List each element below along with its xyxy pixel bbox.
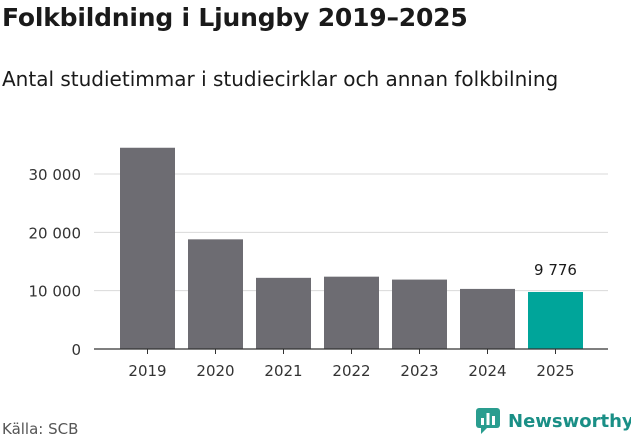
y-tick-label: 0	[71, 341, 81, 359]
bar-2025	[528, 291, 583, 349]
bar-2020	[188, 239, 243, 349]
y-tick-label: 20 000	[29, 224, 82, 242]
x-tick-label: 2021	[264, 362, 302, 380]
y-tick-label: 10 000	[29, 283, 82, 301]
bar-2024	[460, 288, 515, 349]
x-tick-label: 2025	[536, 362, 574, 380]
chart-subtitle: Antal studietimmar i studiecirklar och a…	[2, 67, 559, 91]
x-tick-label: 2020	[196, 362, 234, 380]
brand-name: Newsworthy	[508, 410, 631, 432]
source-note: Källa: SCB	[2, 420, 79, 438]
bar-chart-speech-icon	[476, 408, 500, 434]
y-tick-label: 30 000	[29, 166, 82, 184]
bar-2019	[120, 147, 175, 349]
bar-2023	[392, 279, 447, 349]
data-label: 9 776	[534, 261, 577, 279]
x-tick-label: 2019	[128, 362, 166, 380]
bar-2021	[256, 277, 311, 349]
x-tick-label: 2022	[332, 362, 370, 380]
brand-logo: Newsworthy	[476, 408, 631, 434]
x-tick-label: 2023	[400, 362, 438, 380]
chart-title: Folkbildning i Ljungby 2019–2025	[2, 3, 468, 32]
bar-2022	[324, 276, 379, 349]
x-tick-label: 2024	[468, 362, 506, 380]
